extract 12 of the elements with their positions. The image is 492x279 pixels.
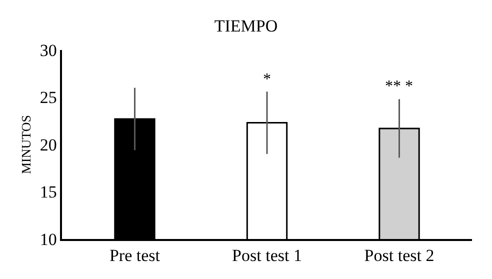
annotation: * <box>263 71 271 88</box>
y-tick-label: 15 <box>40 182 57 202</box>
y-tick-label: 25 <box>40 88 57 108</box>
y-tick-label: 10 <box>40 230 57 249</box>
x-tick-label: Pre test <box>109 246 160 266</box>
chart-title: TIEMPO <box>214 16 278 36</box>
y-tick-label: 20 <box>40 135 57 154</box>
annotation: ** * <box>385 78 413 95</box>
y-tick-label: 30 <box>40 40 57 60</box>
x-tick-label: Post test 1 <box>232 246 302 266</box>
y-axis-title: MINUTOS <box>18 115 34 174</box>
x-tick-label: Post test 2 <box>364 246 434 266</box>
